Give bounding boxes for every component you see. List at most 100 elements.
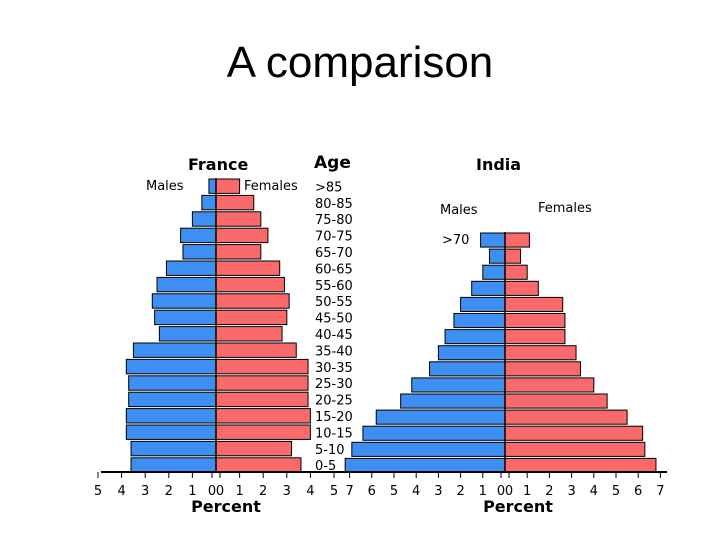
- france-title: France: [188, 155, 248, 174]
- tick-label-1: 6: [368, 484, 376, 499]
- female-bar-5: [504, 313, 566, 329]
- male-bar-0: [208, 178, 217, 194]
- age-label-6: 55-60: [315, 279, 353, 294]
- india-age-labels: >70: [442, 233, 469, 248]
- male-bar-12: [362, 425, 506, 441]
- male-bar-11: [375, 409, 506, 425]
- tick-label-1: 4: [117, 484, 125, 499]
- female-bar-3: [215, 227, 269, 244]
- tick-label-6: 0: [216, 484, 224, 499]
- tick-label-2: 3: [141, 484, 149, 499]
- age-label-13: 20-25: [315, 394, 353, 409]
- tick-label-5: 0: [208, 484, 216, 499]
- female-bar-10: [215, 342, 297, 358]
- age-label-9: 40-45: [315, 328, 353, 343]
- age-label-15: 10-15: [315, 426, 353, 441]
- age-label-2: 75-80: [315, 213, 353, 228]
- male-bar-6: [156, 276, 217, 293]
- male-bar-2: [482, 264, 506, 280]
- male-bar-7: [437, 345, 506, 361]
- tick-label-2: 5: [390, 484, 398, 499]
- tick-label-14: 6: [634, 484, 642, 499]
- tick-label-9: 3: [283, 484, 291, 499]
- age-label-16: 5-10: [315, 443, 345, 458]
- france-pyramid: France Age Males Females >8580-8575-8070…: [94, 153, 353, 516]
- male-bar-12: [128, 375, 217, 391]
- tick-label-13: 5: [612, 484, 620, 499]
- male-bar-14: [344, 457, 506, 473]
- tick-label-3: 4: [412, 484, 420, 499]
- female-bar-14: [215, 408, 311, 424]
- male-bar-17: [130, 457, 217, 473]
- male-bar-9: [411, 377, 506, 393]
- female-bar-11: [504, 409, 628, 425]
- male-bar-0: [480, 232, 506, 248]
- tick-label-3: 2: [165, 484, 173, 499]
- male-bar-5: [453, 313, 506, 329]
- female-bar-11: [215, 358, 309, 375]
- female-bar-9: [215, 326, 283, 342]
- male-bar-13: [128, 391, 217, 408]
- male-bar-10: [132, 342, 217, 358]
- india-males-legend: Males: [440, 203, 478, 218]
- tick-label-0: 5: [94, 484, 102, 499]
- age-label-10: 35-40: [315, 344, 353, 359]
- female-bar-6: [215, 276, 285, 293]
- age-label-4: 65-70: [315, 246, 353, 261]
- age-label-12: 25-30: [315, 377, 353, 392]
- male-bar-4: [460, 296, 506, 312]
- male-bar-6: [444, 329, 506, 345]
- tick-label-0: 7: [345, 484, 353, 499]
- tick-label-11: 3: [567, 484, 575, 499]
- age-header: Age: [314, 153, 351, 173]
- tick-label-7: 0: [497, 484, 505, 499]
- slide-title: A comparison: [226, 38, 494, 87]
- female-bar-17: [215, 457, 302, 473]
- age-label-0: >85: [315, 180, 342, 195]
- tick-label-7: 1: [235, 484, 243, 499]
- tick-label-8: 0: [505, 484, 513, 499]
- india-x-label: Percent: [483, 497, 553, 516]
- female-bar-10: [504, 393, 608, 409]
- male-bar-16: [130, 440, 217, 457]
- age-label-3: 70-75: [315, 230, 353, 245]
- male-bar-11: [125, 358, 217, 375]
- tick-label-9: 1: [523, 484, 531, 499]
- age-label-1: 80-85: [315, 197, 353, 212]
- tick-label-12: 4: [590, 484, 598, 499]
- tick-label-5: 2: [456, 484, 464, 499]
- male-bar-5: [165, 260, 217, 276]
- france-females-legend: Females: [244, 179, 298, 194]
- age-label-17: 0-5: [315, 459, 336, 474]
- male-bar-3: [180, 227, 217, 244]
- india-females-legend: Females: [538, 201, 592, 216]
- male-bar-9: [158, 326, 217, 342]
- female-bar-7: [215, 293, 290, 309]
- female-bar-5: [215, 260, 281, 276]
- male-bar-1: [488, 248, 506, 264]
- female-bar-15: [215, 424, 311, 440]
- age-label-11: 30-35: [315, 361, 353, 376]
- tick-label-8: 2: [259, 484, 267, 499]
- female-bar-8: [215, 309, 288, 326]
- male-bar-2: [191, 211, 217, 227]
- female-bar-3: [504, 280, 539, 296]
- female-bar-8: [504, 361, 581, 377]
- female-bar-12: [215, 375, 309, 391]
- female-bar-4: [215, 244, 262, 260]
- male-bar-1: [201, 194, 217, 211]
- france-x-label: Percent: [191, 497, 261, 516]
- tick-label-10: 4: [306, 484, 314, 499]
- female-bar-4: [504, 296, 564, 312]
- male-bar-3: [471, 280, 506, 296]
- male-bar-13: [351, 441, 506, 457]
- india-title: India: [476, 155, 521, 174]
- male-bar-4: [182, 244, 217, 260]
- male-bar-10: [400, 393, 506, 409]
- male-bar-15: [125, 424, 217, 440]
